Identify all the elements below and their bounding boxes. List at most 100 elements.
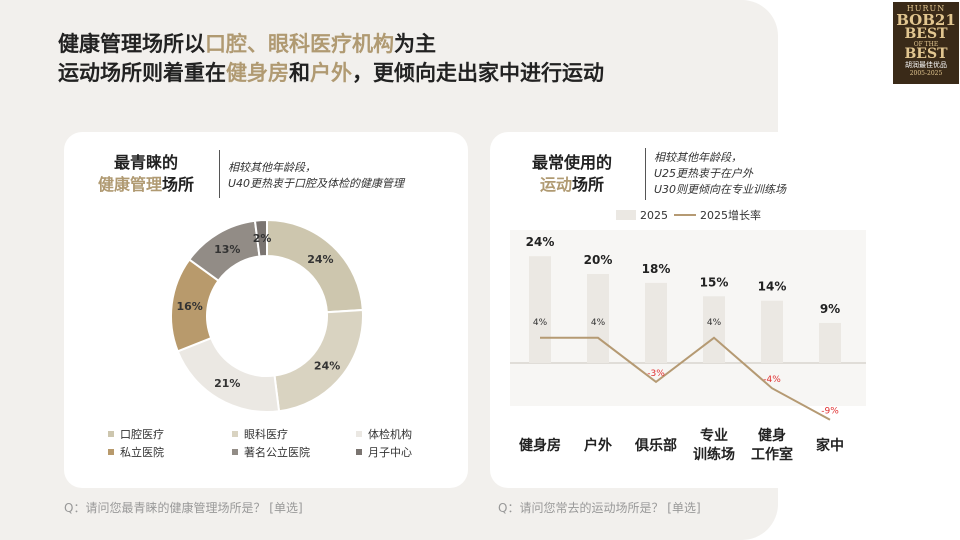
logo-text: BOB21: [896, 11, 956, 29]
legend-swatch: [356, 431, 362, 437]
note-line: 相较其他年龄段，: [228, 161, 316, 174]
donut-data-label: 21%: [214, 377, 240, 390]
logo-text: 2005-2025: [909, 70, 943, 77]
growth-rate-line: [540, 336, 831, 421]
donut-data-label: 16%: [176, 300, 202, 313]
card-divider: [219, 150, 220, 198]
category-label: 专业: [700, 427, 728, 444]
category-label: 工作室: [751, 446, 793, 463]
health-question-text: Q：请问您最青睐的健康管理场所是？ [单选]: [64, 501, 303, 515]
bar: [529, 256, 551, 363]
sport-card-title: 最常使用的 运动场所: [512, 152, 632, 196]
legend-swatch: [356, 449, 362, 455]
plot-area: [510, 230, 866, 406]
logo-text: 胡润最佳优品: [905, 61, 947, 69]
health-venue-card: 最青睐的 健康管理场所 相较其他年龄段， U40更热衷于口腔及体检的健康管理 2…: [64, 132, 468, 488]
sport-question-text: Q：请问您常去的运动场所是？ [单选]: [498, 501, 701, 515]
legend-label: 2025增长率: [700, 208, 761, 222]
logo-text: HURUN: [906, 4, 946, 13]
logo-text: OF THE: [913, 41, 939, 48]
card-title-text: 场所: [572, 175, 605, 194]
note-line: 相较其他年龄段，: [654, 151, 742, 164]
card-title-line: 健康管理场所: [86, 174, 206, 196]
note-line: U30则更倾向在专业训练场: [654, 183, 787, 196]
bar-data-label: 20%: [584, 253, 613, 267]
category-label: 俱乐部: [634, 437, 677, 454]
legend-bar-swatch: [616, 210, 636, 220]
category-label: 训练场: [693, 446, 735, 463]
line-data-label: -4%: [763, 375, 781, 385]
line-data-label: 4%: [591, 318, 606, 328]
logo-text: BEST: [904, 26, 948, 42]
legend-item: 著名公立医院: [232, 444, 310, 460]
headline-line-2: 运动场所则着重在健身房和户外，更倾向走出家中进行运动: [58, 59, 604, 88]
category-label: 家中: [816, 437, 844, 454]
legend-label: 体检机构: [368, 428, 412, 441]
donut-slice: [176, 336, 281, 413]
card-title-highlight: 运动: [539, 175, 572, 194]
legend-item: 月子中心: [356, 444, 412, 460]
bar-data-label: 18%: [642, 262, 671, 276]
bar-data-label: 24%: [526, 235, 555, 249]
bar-data-label: 14%: [758, 280, 787, 294]
bar-data-label: 15%: [700, 275, 729, 289]
donut-slice: [253, 218, 268, 258]
headline-line-1: 健康管理场所以口腔、眼科医疗机构为主: [58, 30, 604, 59]
sport-bar-line-chart: 2025 2025增长率 24% 健身房 20% 户外 18% 俱乐部 15% 专业训练场 14% 健…: [510, 208, 866, 463]
headline-highlight: 健身房: [226, 61, 289, 85]
donut-data-label: 13%: [214, 243, 240, 256]
card-title-line: 最青睐的: [113, 153, 178, 172]
sport-card-note: 相较其他年龄段， U25更热衷于在户外 U30则更倾向在专业训练场: [654, 150, 786, 198]
health-card-note: 相较其他年龄段， U40更热衷于口腔及体检的健康管理: [228, 160, 404, 192]
headline-highlight: 口腔、眼科医疗机构: [205, 32, 394, 56]
headline-text: 健康管理场所以: [58, 32, 205, 56]
legend-swatch: [232, 449, 238, 455]
headline: 健康管理场所以口腔、眼科医疗机构为主 运动场所则着重在健身房和户外，更倾向走出家…: [58, 30, 604, 88]
line-data-label: 4%: [707, 318, 722, 328]
note-line: U25更热衷于在户外: [654, 167, 754, 180]
bar: [819, 322, 841, 363]
card-divider: [645, 148, 646, 200]
bar: [645, 282, 667, 363]
line-data-label: 4%: [533, 318, 548, 328]
bar-data-label: 9%: [820, 302, 840, 316]
headline-text: ，更倾向走出家中进行运动: [352, 61, 604, 85]
headline-text: 为主: [394, 32, 436, 56]
donut-data-label: 2%: [253, 232, 272, 245]
legend-item: 私立医院: [108, 444, 164, 460]
legend-label: 私立医院: [120, 446, 164, 459]
legend-swatch: [108, 449, 114, 455]
headline-text: 运动场所则着重在: [58, 61, 226, 85]
donut-data-label: 24%: [314, 360, 340, 373]
category-label: 健身房: [519, 437, 561, 454]
bar: [761, 300, 783, 363]
headline-text: 和: [289, 61, 310, 85]
headline-highlight: 户外: [310, 61, 352, 85]
line-data-label: -3%: [647, 369, 665, 379]
legend-swatch: [232, 431, 238, 437]
legend-label: 著名公立医院: [244, 446, 310, 459]
note-line: U40更热衷于口腔及体检的健康管理: [228, 177, 405, 190]
health-card-title: 最青睐的 健康管理场所: [86, 152, 206, 196]
category-label: 健身: [758, 427, 786, 444]
legend-item: 体检机构: [356, 426, 412, 442]
card-title-line: 最常使用的: [531, 153, 612, 172]
legend-item: 口腔医疗: [108, 426, 164, 442]
card-title-highlight: 健康管理: [97, 175, 162, 194]
legend-label: 2025: [640, 209, 668, 222]
card-title-line: 运动场所: [512, 174, 632, 196]
legend-swatch: [108, 431, 114, 437]
donut-data-label: 24%: [307, 253, 333, 266]
legend-label: 月子中心: [368, 446, 412, 459]
health-donut-chart: 24% 24% 21% 16% 13% 2%: [170, 218, 364, 413]
hurun-logo: HURUN BOB21 BEST OF THE BEST 胡润最佳优品 2005…: [893, 2, 959, 84]
legend-label: 眼科医疗: [244, 428, 288, 441]
line-data-label: -9%: [821, 407, 839, 417]
bar: [703, 296, 725, 363]
legend-label: 口腔医疗: [120, 428, 164, 441]
sport-venue-card: 最常使用的 运动场所 相较其他年龄段， U25更热衷于在户外 U30则更倾向在专…: [490, 132, 896, 488]
logo-text: BEST: [904, 46, 948, 62]
legend-item: 眼科医疗: [232, 426, 288, 442]
card-title-text: 场所: [162, 175, 195, 194]
category-label: 户外: [584, 437, 612, 454]
